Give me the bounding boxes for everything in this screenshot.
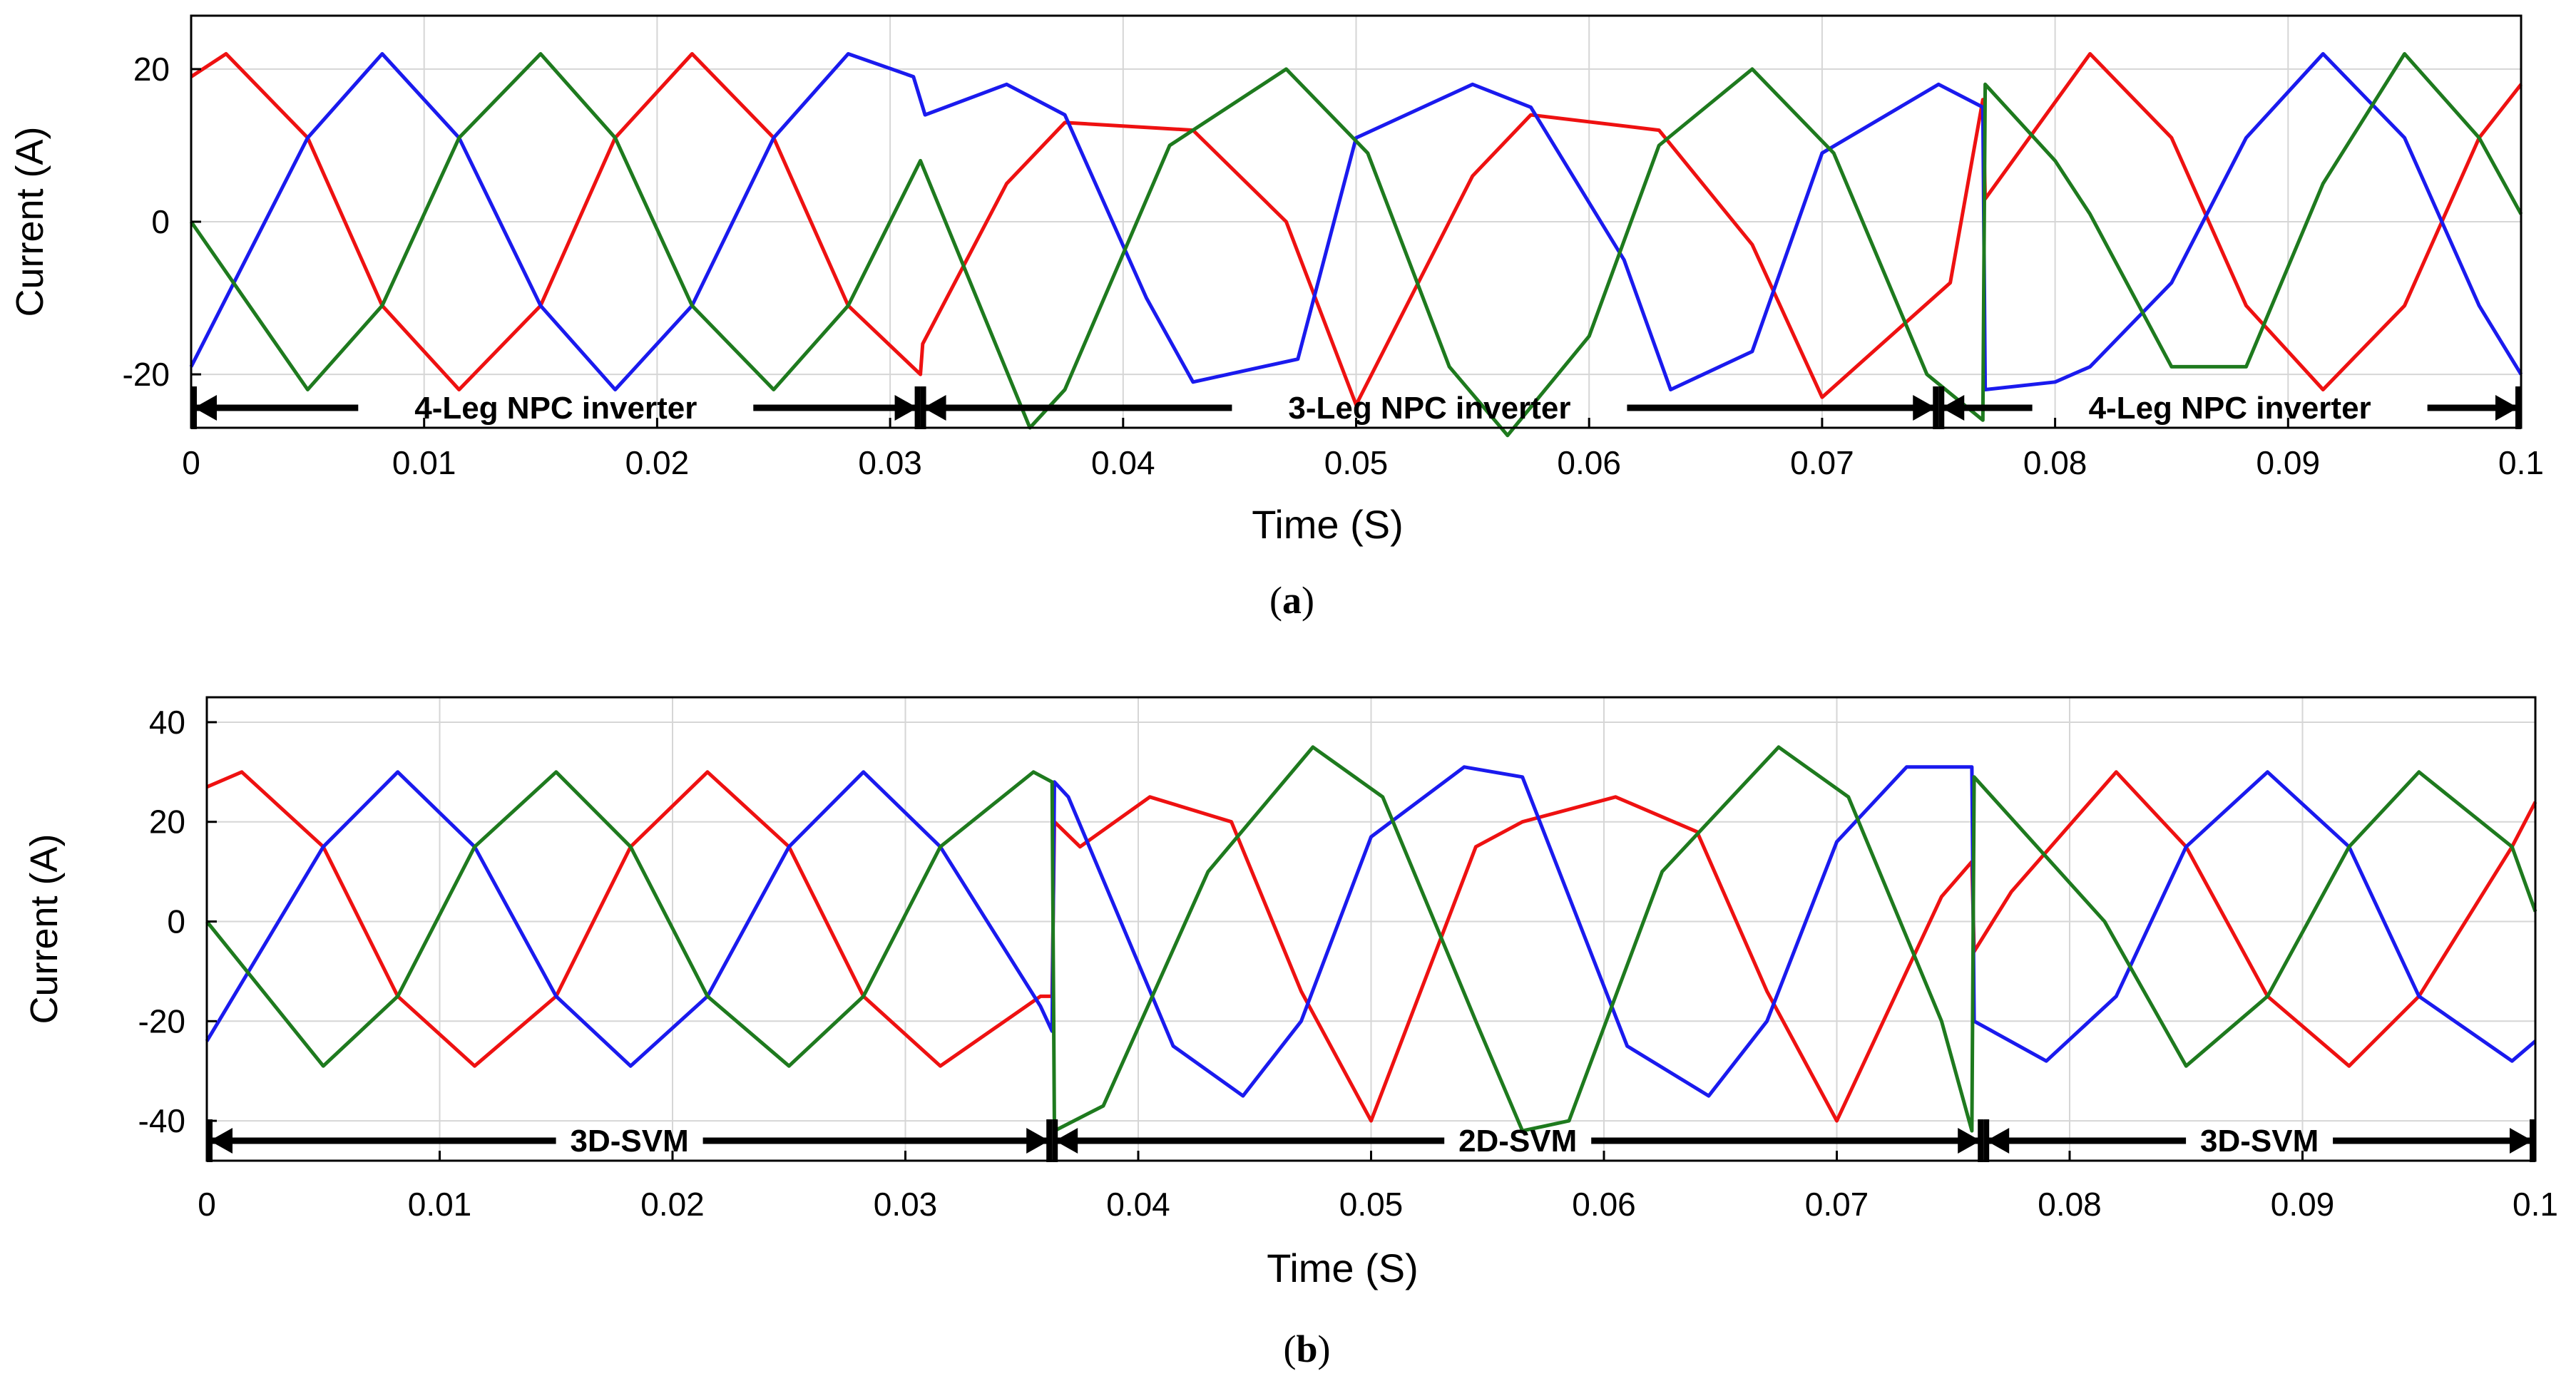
- panel-a-x-tick-label: 0.06: [1557, 444, 1621, 481]
- panel-b-y-tick-label: -40: [138, 1102, 185, 1139]
- panel-b-caption: (b): [1283, 1328, 1330, 1370]
- panel-b-annotation-label: 3D-SVM: [570, 1124, 688, 1159]
- panel-a-caption-letter: a: [1282, 579, 1302, 622]
- panel-b-series-phase-a: [206, 770, 2537, 1123]
- panel-a-annotation-arrowhead-right: [1913, 395, 1936, 421]
- panel-b-x-tick-label: 0.05: [1339, 1186, 1404, 1223]
- panel-a-annotation-label: 4-Leg NPC inverter: [2089, 391, 2371, 426]
- panel-a-annotation-arrowhead-left: [194, 395, 217, 421]
- panel-b-x-tick-label: 0.08: [2038, 1186, 2102, 1223]
- panel-a-series-phase-c: [189, 52, 2523, 438]
- panel-a-x-tick-label: 0.05: [1324, 444, 1389, 481]
- panel-a-x-tick-label: 0.02: [625, 444, 690, 481]
- panel-a-annotation-arrowhead-left: [923, 395, 946, 421]
- panel-b-x-tick-label: 0.06: [1572, 1186, 1636, 1223]
- panel-a-x-ticks: 0 0.01 0.02 0.03 0.04 0.05 0.06 0.07 0.08 0.09 0.1: [182, 418, 2544, 481]
- panel-a-x-tick-label: 0.03: [858, 444, 922, 481]
- panel-a-x-tick-label: 0.09: [2256, 444, 2321, 481]
- panel-a-series-phase-b: [189, 52, 2523, 391]
- panel-b-y-tick-label: 0: [167, 903, 185, 940]
- panel-b-caption-letter: b: [1296, 1328, 1317, 1370]
- panel-b-annotation-label: 2D-SVM: [1458, 1124, 1577, 1159]
- panel-b-y-axis-label: Current (A): [23, 833, 66, 1024]
- panel-a-annotation-label: 4-Leg NPC inverter: [414, 391, 697, 426]
- panel-b-annotations: 3D-SVM 2D-SVM 3D-SVM: [207, 1119, 2535, 1162]
- panel-b-x-ticks: 0 0.01 0.02 0.03 0.04 0.05 0.06 0.07 0.08 0.09 0.1: [198, 1151, 2558, 1223]
- panel-b-annotation-arrowhead-left: [1055, 1128, 1078, 1154]
- panel-b-x-tick-label: 0.07: [1805, 1186, 1869, 1223]
- panel-a-annotations: 4-Leg NPC inverter 3-Leg NPC inverter 4-Le…: [191, 386, 2521, 429]
- panel-a-x-tick-label: 0.1: [2498, 444, 2544, 481]
- panel-b-x-tick-label: 0.09: [2271, 1186, 2335, 1223]
- panel-a-plot: [189, 52, 2523, 438]
- panel-b-x-tick-label: 0.03: [874, 1186, 938, 1223]
- panel-a-x-tick-label: 0.01: [392, 444, 456, 481]
- panel-a-annotation-label: 3-Leg NPC inverter: [1288, 391, 1570, 426]
- panel-b-x-tick-label: 0.01: [408, 1186, 472, 1223]
- panel-b-annotation-arrowhead-right: [2510, 1128, 2532, 1154]
- panel-b-series-phase-b: [205, 765, 2537, 1098]
- panel-a-y-tick-label: 0: [151, 203, 170, 240]
- panel-a-series-phase-a: [190, 52, 2523, 407]
- panel-a-annotation-arrowhead-left: [1941, 395, 1965, 421]
- panel-b-x-tick-label: 0.1: [2513, 1186, 2558, 1223]
- panel-a-x-tick-label: 0: [182, 444, 200, 481]
- panel-b-annotation-arrowhead-left: [1986, 1128, 2010, 1154]
- panel-a-caption: (a): [1269, 579, 1314, 622]
- panel-a-annotation-arrowhead-right: [894, 395, 918, 421]
- panel-b-series-phase-c: [205, 745, 2537, 1133]
- panel-b-y-tick-label: 20: [149, 804, 185, 841]
- panel-b-annotation-arrowhead-right: [1958, 1128, 1981, 1154]
- panel-a: 4-Leg NPC inverter 3-Leg NPC inverter 4-Le…: [9, 14, 2544, 622]
- panel-a-y-axis-label: Current (A): [9, 126, 51, 317]
- panel-b-x-tick-label: 0.02: [640, 1186, 705, 1223]
- panel-b-x-axis-label: Time (S): [1267, 1246, 1419, 1290]
- panel-a-x-tick-label: 0.08: [2023, 444, 2087, 481]
- panel-a-y-ticks: -20 0 20: [123, 51, 201, 393]
- panel-a-y-tick-label: -20: [123, 356, 170, 393]
- panel-b: 3D-SVM 2D-SVM 3D-SVM 0 0.01 0.02 0.03 0.04 0.05…: [23, 696, 2558, 1370]
- panel-a-annotation-arrowhead-right: [2495, 395, 2518, 421]
- panel-b-annotation-arrowhead-left: [210, 1128, 232, 1154]
- panel-a-x-tick-label: 0.04: [1091, 444, 1155, 481]
- panel-b-plot: [205, 745, 2537, 1133]
- panel-b-annotation-arrowhead-right: [1026, 1128, 1050, 1154]
- panel-b-x-tick-label: 0.04: [1106, 1186, 1170, 1223]
- panel-b-y-tick-label: 40: [149, 704, 185, 741]
- panel-a-x-tick-label: 0.07: [1790, 444, 1854, 481]
- panel-b-y-tick-label: -20: [138, 1002, 185, 1039]
- panel-b-x-tick-label: 0: [198, 1186, 216, 1223]
- panel-a-x-axis-label: Time (S): [1252, 502, 1404, 547]
- panel-b-y-ticks: -40 -20 0 20 40: [138, 704, 217, 1139]
- panel-a-y-tick-label: 20: [133, 51, 170, 88]
- panel-b-annotation-label: 3D-SVM: [2200, 1124, 2319, 1159]
